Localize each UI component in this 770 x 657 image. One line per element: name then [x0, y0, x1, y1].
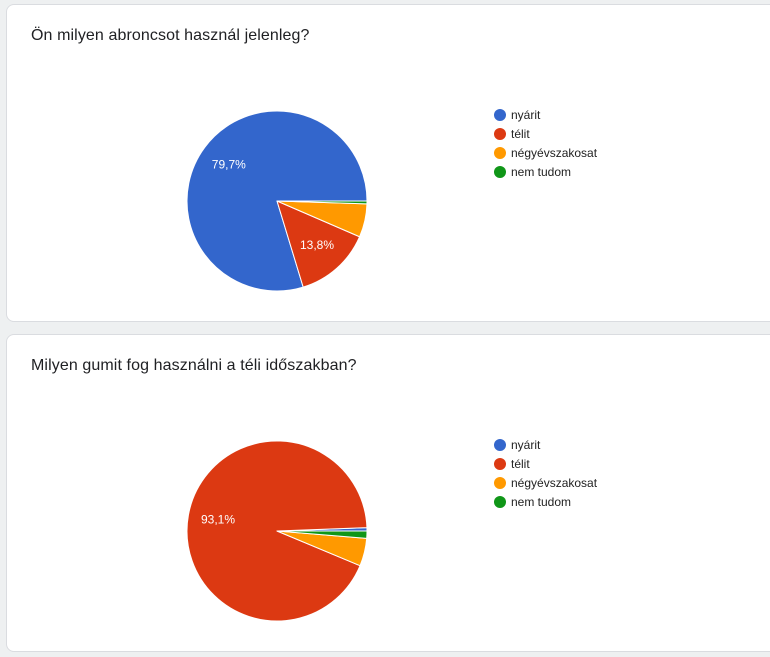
slice-data-label: 79,7%	[212, 157, 246, 171]
legend-item[interactable]: télit	[494, 124, 597, 143]
slice-data-label: 93,1%	[201, 512, 235, 526]
legend-item[interactable]: nem tudom	[494, 162, 597, 181]
pie-slice-4[interactable]	[276, 530, 368, 539]
legend-item[interactable]: nem tudom	[494, 492, 597, 511]
chart-legend: nyárit télit négyévszakosat nem tudom	[494, 105, 597, 181]
question-title: Milyen gumit fog használni a téli idősza…	[31, 357, 357, 374]
legend-label: nem tudom	[511, 164, 572, 179]
legend-swatch-icon	[494, 146, 506, 159]
legend-swatch-icon	[494, 438, 506, 451]
legend-swatch-icon	[494, 108, 506, 121]
legend-item[interactable]: nyárit	[494, 105, 597, 124]
legend-swatch-icon	[494, 127, 506, 140]
slice-data-label: 13,8%	[300, 238, 334, 252]
legend-label: négyévszakosat	[511, 145, 598, 160]
pie-slice-4[interactable]	[276, 200, 368, 205]
legend-item[interactable]: télit	[494, 454, 597, 473]
chart-card-1: Ön milyen abroncsot használ jelenleg? 79…	[6, 4, 770, 322]
legend-label: nyárit	[511, 107, 541, 122]
legend-swatch-icon	[494, 476, 506, 489]
legend-label: télit	[511, 126, 530, 141]
legend-label: négyévszakosat	[511, 475, 598, 490]
pie-slice-2[interactable]	[276, 200, 361, 288]
legend-item[interactable]: négyévszakosat	[494, 143, 597, 162]
legend-label: nem tudom	[511, 494, 572, 509]
legend-item[interactable]: négyévszakosat	[494, 473, 597, 492]
legend-label: télit	[511, 456, 530, 471]
legend-swatch-icon	[494, 495, 506, 508]
legend-swatch-icon	[494, 165, 506, 178]
pie-chart: 79,7% 13,8%	[186, 110, 368, 292]
legend-swatch-icon	[494, 457, 506, 470]
legend-item[interactable]: nyárit	[494, 435, 597, 454]
legend-label: nyárit	[511, 437, 541, 452]
chart-card-2: Milyen gumit fog használni a téli idősza…	[6, 334, 770, 652]
question-title: Ön milyen abroncsot használ jelenleg?	[31, 27, 310, 44]
pie-chart: 93,1%	[186, 440, 368, 622]
chart-legend: nyárit télit négyévszakosat nem tudom	[494, 435, 597, 511]
